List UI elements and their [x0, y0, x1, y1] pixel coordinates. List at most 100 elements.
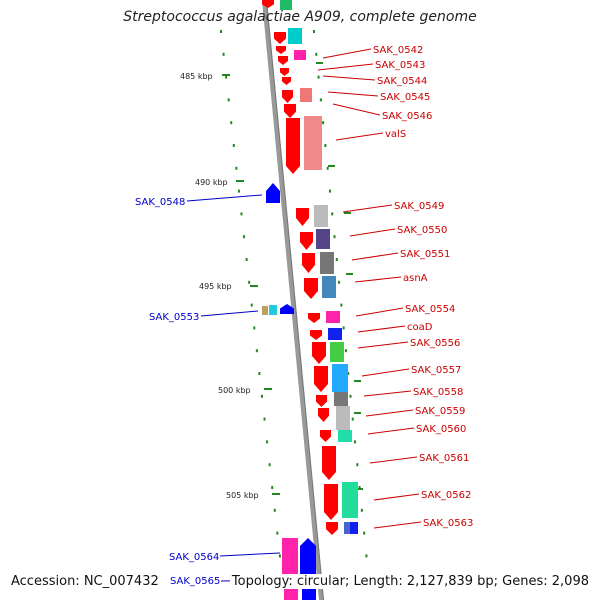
- feature-block: [269, 305, 277, 315]
- right-guide-dot: [326, 166, 329, 170]
- scale-labels: 485 kbp 490 kbp 495 kbp 500 kbp 505 kbp: [180, 72, 259, 500]
- left-guide-dot: [255, 349, 258, 353]
- gene-label: SAK_0551: [400, 249, 450, 260]
- left-guide-dot: [245, 258, 248, 261]
- feature-block: [288, 28, 302, 44]
- forward-gene-arrow: [316, 395, 327, 407]
- right-guide-dot: [349, 394, 352, 398]
- left-guide-dot: [253, 326, 256, 330]
- feature-block: [344, 522, 350, 534]
- feature-block: [326, 311, 340, 323]
- right-guide-dot: [358, 486, 361, 489]
- forward-gene-arrow: [300, 232, 313, 250]
- left-guide-dot: [240, 212, 243, 216]
- forward-gene-arrow: [304, 278, 318, 299]
- gene-label: SAK_0546: [382, 111, 432, 122]
- label-leader-line: [363, 390, 412, 397]
- label-leader-line: [335, 132, 384, 141]
- label-leader-line: [355, 307, 404, 317]
- gene-features: [262, 0, 358, 600]
- gene-label: SAK_0554: [405, 304, 455, 315]
- left-guide-dot: [222, 52, 225, 56]
- right-guide-dot: [335, 258, 338, 261]
- feature-block: [336, 406, 350, 430]
- forward-gene-arrow: [302, 253, 315, 273]
- right-guide-dot: [347, 372, 350, 375]
- scale-label: 485 kbp: [180, 72, 213, 81]
- forward-gene-arrow: [274, 32, 286, 44]
- scale-label: 490 kbp: [195, 178, 228, 187]
- left-guide-dot: [230, 121, 233, 125]
- feature-block: [262, 306, 268, 315]
- forward-gene-arrow: [326, 522, 338, 535]
- feature-block: [332, 364, 348, 392]
- left-guide-dot: [260, 394, 263, 398]
- right-guide-dot: [356, 463, 359, 467]
- label-leader-line: [219, 552, 281, 557]
- feature-block: [350, 522, 358, 534]
- forward-gene-arrow: [284, 104, 296, 118]
- forward-gene-arrow: [318, 408, 329, 422]
- right-guide-dot: [363, 531, 366, 535]
- forward-gene-arrow: [282, 77, 291, 85]
- right-guide-dot: [365, 554, 368, 558]
- forward-gene-arrow: [310, 330, 322, 340]
- scale-tick: [222, 74, 230, 76]
- gene-label: SAK_0559: [415, 406, 465, 417]
- accession-text: Accession: NC_007432: [9, 574, 161, 589]
- forward-gene-arrow: [276, 46, 286, 54]
- label-leader-line: [351, 252, 399, 261]
- reverse-gene-arrow: [280, 304, 294, 314]
- scale-tick: [236, 180, 244, 182]
- scale-tick: [354, 380, 361, 382]
- right-guide-dot: [360, 508, 363, 512]
- gene-label: SAK_0558: [413, 387, 463, 398]
- feature-block: [316, 229, 330, 249]
- backbone-line-shade: [265, 0, 325, 604]
- left-guide-dot: [273, 508, 276, 512]
- scale-label: 495 kbp: [199, 282, 232, 291]
- feature-block: [314, 205, 328, 227]
- left-guide-dot: [271, 486, 274, 489]
- scale-label: 500 kbp: [218, 386, 251, 395]
- gene-label: SAK_0565: [170, 576, 220, 587]
- left-guide-dot: [276, 531, 279, 535]
- feature-block: [294, 50, 306, 60]
- label-leader-line: [354, 276, 402, 283]
- reverse-gene-arrow: [266, 183, 280, 203]
- forward-gene-arrow: [286, 118, 300, 174]
- right-guide-dot: [331, 212, 334, 216]
- gene-label: SAK_0557: [411, 365, 461, 376]
- feature-block: [280, 0, 292, 10]
- label-leader-line: [357, 341, 409, 349]
- feature-block: [282, 538, 298, 574]
- right-guide-dot: [354, 440, 357, 444]
- label-leader-line: [332, 103, 381, 116]
- scale-tick: [328, 165, 335, 167]
- genome-summary-text: Topology: circular; Length: 2,127,839 bp…: [229, 574, 591, 589]
- gene-label: coaD: [407, 322, 433, 333]
- scale-tick: [272, 493, 280, 495]
- right-guide-dot: [351, 417, 354, 421]
- gene-label: SAK_0548: [135, 197, 185, 208]
- right-guide-dot: [319, 98, 322, 102]
- right-guide-dot: [328, 189, 331, 193]
- gene-label: asnA: [403, 273, 428, 284]
- forward-gene-arrow: [314, 366, 328, 392]
- left-guide-dot: [258, 372, 261, 375]
- label-leader-line: [369, 456, 418, 464]
- label-leader-line: [373, 521, 422, 529]
- scale-tick: [264, 388, 272, 390]
- left-guide-dot: [266, 440, 269, 444]
- left-guide-dot: [268, 463, 271, 467]
- gene-label: SAK_0556: [410, 338, 460, 349]
- scale-label: 505 kbp: [226, 491, 259, 500]
- gene-label: SAK_0563: [423, 518, 473, 529]
- gene-label: valS: [385, 129, 406, 140]
- right-guide-dot: [340, 303, 343, 307]
- label-leader-line: [367, 427, 415, 435]
- right-guide-dot: [342, 326, 345, 330]
- gene-label: SAK_0560: [416, 424, 466, 435]
- label-leader-line: [373, 493, 420, 501]
